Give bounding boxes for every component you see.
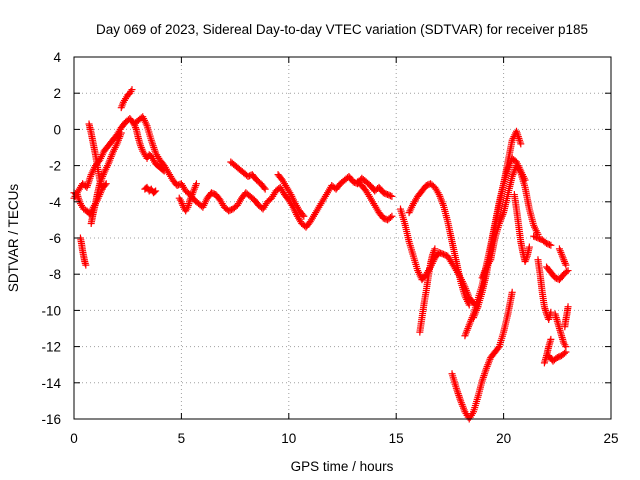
y-tick-label: -6 <box>49 231 61 246</box>
data-point <box>148 138 156 146</box>
data-point <box>149 142 157 150</box>
y-tick-label: -12 <box>41 340 61 355</box>
data-point <box>480 372 488 380</box>
data-point <box>388 192 396 200</box>
data-point <box>261 185 269 193</box>
data-point <box>299 211 307 219</box>
data-point <box>300 212 308 220</box>
data-point <box>517 140 525 148</box>
data-point <box>525 243 533 251</box>
data-point <box>260 184 268 192</box>
data-point <box>128 86 136 94</box>
data-point <box>516 136 524 144</box>
data-point <box>159 166 167 174</box>
data-point <box>564 267 572 275</box>
x-tick-label: 15 <box>389 431 404 446</box>
chart-title: Day 069 of 2023, Sidereal Day-to-day VTE… <box>96 22 588 37</box>
data-point <box>479 375 487 383</box>
y-tick-label: -16 <box>41 412 61 427</box>
x-tick-label: 5 <box>178 431 186 446</box>
y-tick-label: 4 <box>53 50 61 65</box>
data-point <box>563 268 571 276</box>
y-tick-label: -14 <box>41 376 61 391</box>
grid-lines <box>74 57 611 419</box>
y-tick-label: -8 <box>49 267 61 282</box>
data-point <box>465 301 473 309</box>
data-point <box>516 138 524 146</box>
x-tick-label: 25 <box>603 431 618 446</box>
data-point <box>547 308 555 316</box>
data-point <box>494 344 502 352</box>
data-point <box>454 390 462 398</box>
data-points <box>70 86 572 423</box>
data-point <box>150 144 158 151</box>
data-point <box>481 370 489 378</box>
data-point <box>386 192 394 200</box>
data-point <box>547 335 555 343</box>
data-point <box>151 188 159 196</box>
data-point <box>545 241 553 249</box>
data-point <box>454 388 462 396</box>
y-axis-label: SDTVAR / TECUs <box>6 184 21 293</box>
data-point <box>431 245 439 253</box>
data-point <box>160 167 168 175</box>
data-point <box>386 213 394 221</box>
data-point <box>152 187 160 195</box>
x-tick-label: 20 <box>496 431 511 446</box>
data-point <box>562 348 570 356</box>
data-point <box>117 129 125 137</box>
data-point <box>453 386 461 394</box>
data-point <box>101 181 109 189</box>
data-point <box>560 349 568 357</box>
data-point <box>388 212 396 220</box>
data-point <box>82 261 90 269</box>
data-point <box>192 180 200 188</box>
data-point <box>508 288 516 296</box>
data-point <box>455 391 463 399</box>
y-tick-label: -10 <box>41 303 61 318</box>
data-point <box>562 261 570 269</box>
y-tick-label: -4 <box>49 195 61 210</box>
x-tick-label: 0 <box>70 431 78 446</box>
data-point <box>149 140 157 148</box>
data-point <box>479 373 487 381</box>
y-tick-label: 2 <box>53 86 61 101</box>
data-point <box>515 134 523 142</box>
data-point <box>85 176 93 184</box>
y-tick-label: 0 <box>53 122 61 137</box>
x-axis-label: GPS time / hours <box>291 459 394 474</box>
data-point <box>547 241 555 249</box>
x-tick-label: 10 <box>281 431 296 446</box>
data-point <box>564 303 572 311</box>
y-tick-label: -2 <box>49 159 61 174</box>
